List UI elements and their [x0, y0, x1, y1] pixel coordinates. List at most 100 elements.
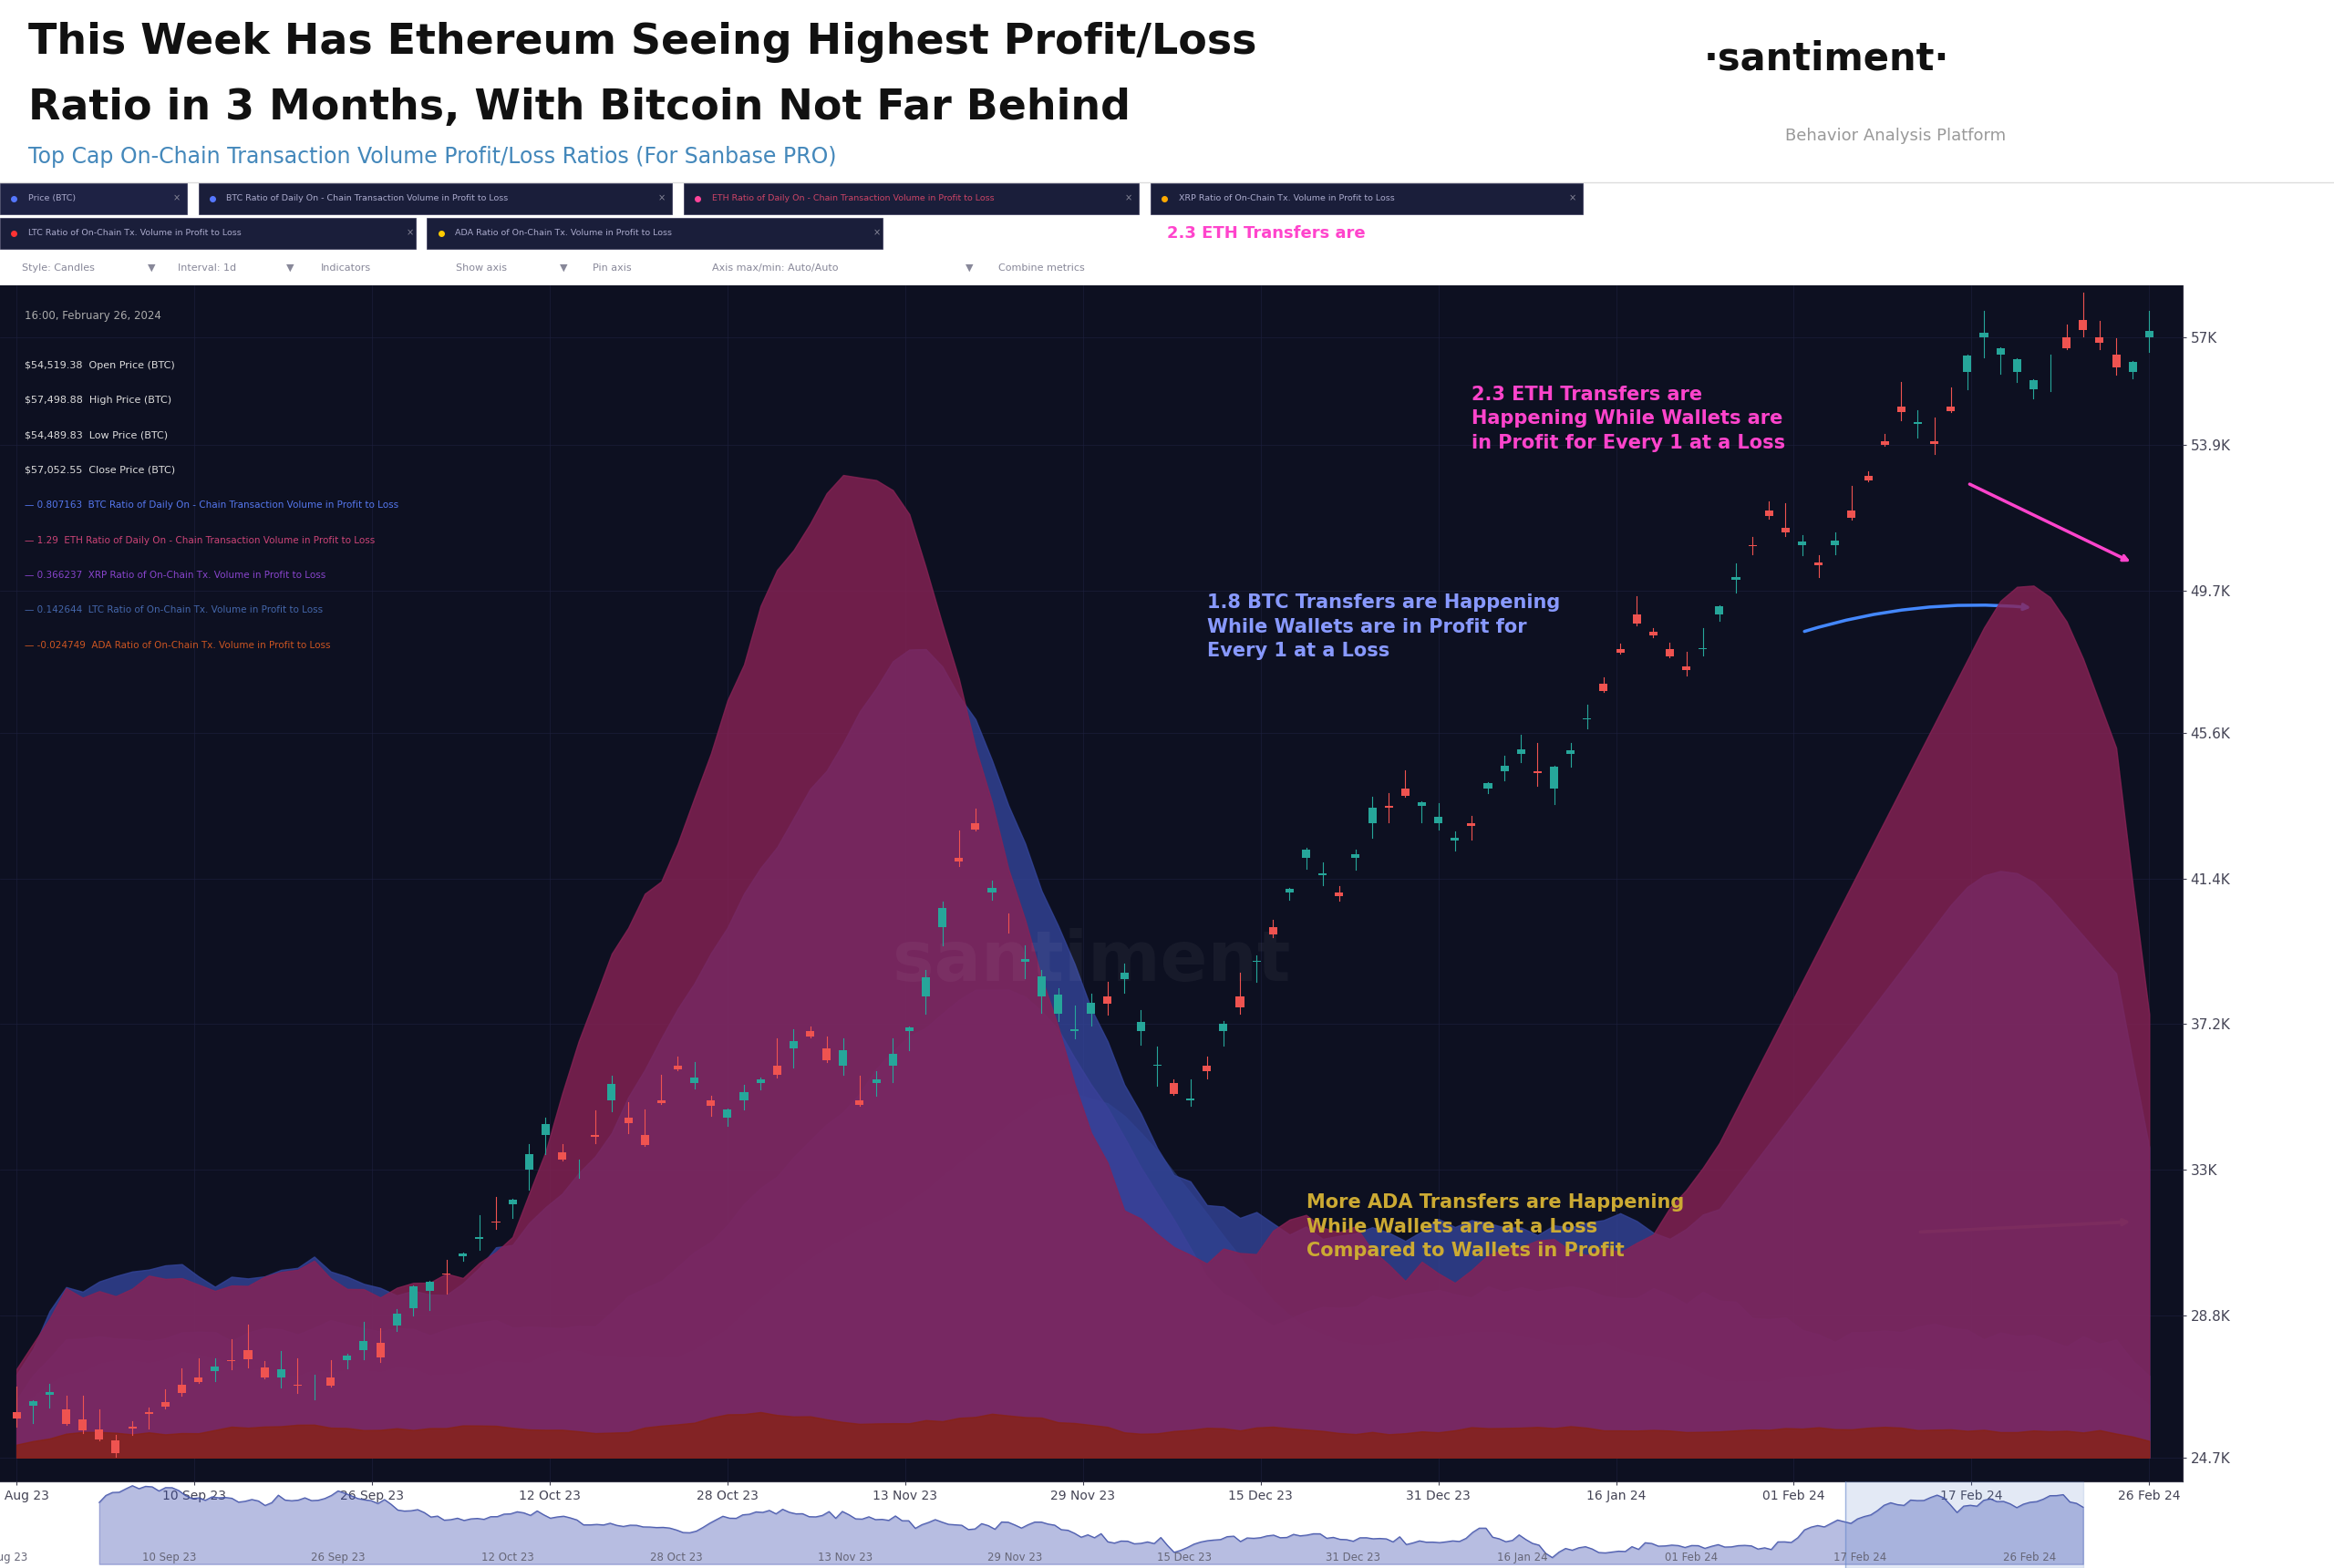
Bar — [1599, 684, 1608, 690]
Text: Behavior Analysis Platform: Behavior Analysis Platform — [1786, 127, 2007, 144]
Bar — [194, 1378, 203, 1381]
Bar — [96, 1430, 103, 1439]
Bar — [2112, 354, 2119, 367]
Bar — [1120, 972, 1127, 978]
Text: 01 Feb 24: 01 Feb 24 — [1664, 1552, 1718, 1563]
Text: $57,052.55  Close Price (BTC): $57,052.55 Close Price (BTC) — [23, 466, 175, 475]
Text: 16:00, February 26, 2024: 16:00, February 26, 2024 — [23, 309, 161, 321]
Text: This Week Has Ethereum Seeing Highest Profit/Loss: This Week Has Ethereum Seeing Highest Pr… — [28, 22, 1256, 63]
Bar — [1137, 1022, 1146, 1030]
Bar — [955, 858, 964, 861]
Bar — [63, 1410, 70, 1424]
Text: Top Cap On-Chain Transaction Volume Profit/Loss Ratios (For Sanbase PRO): Top Cap On-Chain Transaction Volume Prof… — [28, 146, 836, 168]
Bar — [658, 1101, 665, 1104]
Bar — [2145, 331, 2154, 337]
Bar — [773, 1066, 782, 1074]
Bar — [1666, 649, 1673, 655]
Text: 15 Dec 23: 15 Dec 23 — [1158, 1552, 1211, 1563]
Bar — [1417, 803, 1426, 806]
Bar — [1898, 406, 1905, 412]
Bar — [1055, 994, 1062, 1013]
Text: ×: × — [406, 229, 413, 237]
Bar — [838, 1051, 847, 1066]
Bar — [1650, 632, 1657, 635]
Bar — [1533, 771, 1543, 773]
Bar — [476, 1237, 483, 1239]
Bar — [161, 1402, 170, 1406]
Text: — 1.29  ETH Ratio of Daily On - Chain Transaction Volume in Profit to Loss: — 1.29 ETH Ratio of Daily On - Chain Tra… — [23, 536, 376, 544]
Bar — [1550, 767, 1559, 789]
Text: ×: × — [1568, 194, 1575, 202]
Text: LTC Ratio of On-Chain Tx. Volume in Profit to Loss: LTC Ratio of On-Chain Tx. Volume in Prof… — [28, 229, 240, 237]
Text: 16 Jan 24: 16 Jan 24 — [1496, 1552, 1547, 1563]
Bar — [805, 1030, 815, 1036]
Text: 17 Feb 24: 17 Feb 24 — [1835, 1552, 1886, 1563]
Bar — [1814, 563, 1823, 566]
Bar — [889, 1054, 896, 1066]
Text: 13 Nov 23: 13 Nov 23 — [819, 1552, 873, 1563]
Bar — [1797, 541, 1807, 546]
Bar — [1286, 889, 1293, 892]
Bar — [408, 1286, 418, 1308]
Bar — [79, 1419, 86, 1430]
Bar — [873, 1080, 880, 1083]
Bar — [2012, 359, 2021, 372]
Text: — -0.024749  ADA Ratio of On-Chain Tx. Volume in Profit to Loss: — -0.024749 ADA Ratio of On-Chain Tx. Vo… — [23, 641, 331, 649]
Bar — [675, 1066, 682, 1069]
Bar — [623, 1118, 633, 1123]
Text: ▼: ▼ — [287, 263, 294, 273]
Bar — [1849, 511, 1856, 517]
Bar — [1914, 422, 1921, 423]
Text: ▼: ▼ — [966, 263, 973, 273]
Bar — [210, 1367, 219, 1370]
Text: Axis max/min: Auto/Auto: Axis max/min: Auto/Auto — [712, 263, 838, 273]
Bar — [1088, 1004, 1095, 1013]
Bar — [1104, 996, 1111, 1004]
Bar — [44, 1392, 54, 1396]
Bar — [1368, 808, 1377, 823]
Bar — [1335, 892, 1344, 897]
Text: 2.3 ETH Transfers are
Happening While Wallets are
in Profit for Every 1 at a Los: 2.3 ETH Transfers are Happening While Wa… — [1470, 386, 1786, 452]
Text: — 0.366237  XRP Ratio of On-Chain Tx. Volume in Profit to Loss: — 0.366237 XRP Ratio of On-Chain Tx. Vol… — [23, 571, 324, 580]
Bar — [1433, 817, 1442, 823]
Bar — [112, 1439, 119, 1454]
Text: 28 Oct 23: 28 Oct 23 — [651, 1552, 703, 1563]
Text: 23 Aug 23: 23 Aug 23 — [0, 1552, 28, 1563]
Bar — [1218, 1024, 1228, 1030]
Bar — [2080, 320, 2087, 331]
Bar — [376, 1344, 385, 1358]
Bar — [2028, 381, 2038, 389]
Bar — [327, 1378, 334, 1386]
Text: $54,519.38  Open Price (BTC): $54,519.38 Open Price (BTC) — [23, 361, 175, 370]
Bar — [691, 1077, 698, 1083]
Text: santiment: santiment — [892, 928, 1291, 996]
Bar — [525, 1154, 532, 1170]
Text: 31 Dec 23: 31 Dec 23 — [1326, 1552, 1379, 1563]
Bar — [2129, 362, 2138, 372]
Bar — [243, 1350, 252, 1359]
Bar — [12, 1413, 21, 1419]
Text: XRP Ratio of On-Chain Tx. Volume in Profit to Loss: XRP Ratio of On-Chain Tx. Volume in Prof… — [1179, 194, 1393, 202]
Bar — [278, 1369, 285, 1378]
Bar — [1169, 1083, 1179, 1094]
Text: 12 Oct 23: 12 Oct 23 — [481, 1552, 534, 1563]
Text: Combine metrics: Combine metrics — [999, 263, 1085, 273]
Bar — [1947, 406, 1956, 411]
Bar — [509, 1200, 516, 1204]
Bar — [0, 183, 187, 215]
Text: — 0.142644  LTC Ratio of On-Chain Tx. Volume in Profit to Loss: — 0.142644 LTC Ratio of On-Chain Tx. Vol… — [23, 605, 322, 615]
Text: 2.3 ETH Transfers are: 2.3 ETH Transfers are — [1167, 224, 1365, 241]
Bar — [460, 1254, 467, 1256]
Bar — [541, 1124, 551, 1135]
Bar — [1302, 850, 1309, 858]
Bar — [1715, 605, 1722, 615]
Text: $57,498.88  High Price (BTC): $57,498.88 High Price (BTC) — [23, 395, 170, 405]
Text: ETH Ratio of Daily On - Chain Transaction Volume in Profit to Loss: ETH Ratio of Daily On - Chain Transactio… — [712, 194, 994, 202]
Bar — [1351, 855, 1361, 858]
Bar — [1566, 750, 1575, 754]
Text: ▼: ▼ — [560, 263, 567, 273]
Bar — [906, 1027, 913, 1030]
Bar — [857, 1101, 864, 1105]
Text: ×: × — [1125, 194, 1132, 202]
Bar — [938, 908, 948, 927]
